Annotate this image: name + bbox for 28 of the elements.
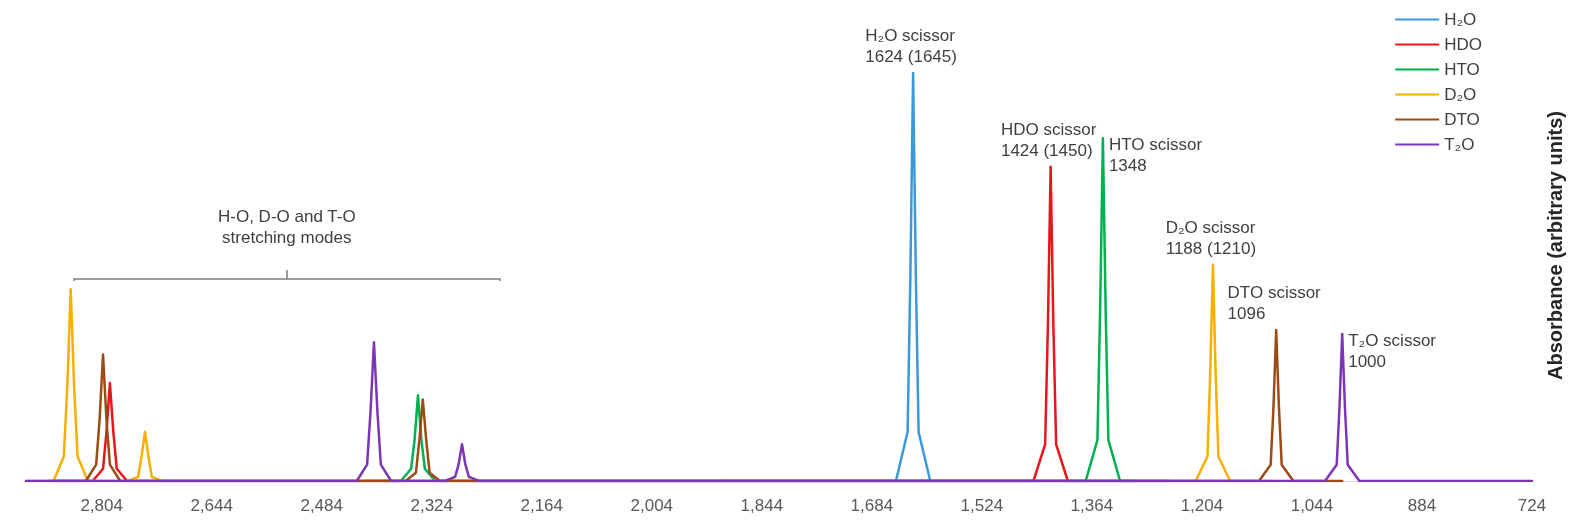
annotation: H₂O scissor 1624 (1645) xyxy=(865,25,957,67)
y-axis-title: Absorbance (arbitrary units) xyxy=(1543,110,1567,380)
x-tick-label: 2,484 xyxy=(300,496,343,515)
annotation: HTO scissor 1348 xyxy=(1108,134,1203,177)
x-tick-label: 2,004 xyxy=(630,496,674,515)
x-tick-label: 1,844 xyxy=(740,496,784,515)
legend-label: H₂O xyxy=(1444,10,1477,29)
annotation: D₂O scissor 1188 (1210) xyxy=(1165,216,1257,259)
annotation: T₂O scissor 1000 xyxy=(1348,330,1437,373)
x-tick-label: 724 xyxy=(1517,496,1547,515)
annotation: H-O, D-O and T-O stretching modes xyxy=(218,206,356,248)
x-tick-label: 2,164 xyxy=(520,496,564,515)
x-tick-label: 1,044 xyxy=(1290,496,1334,515)
legend-label: D₂O xyxy=(1444,85,1477,104)
x-tick-label: 884 xyxy=(1407,496,1437,515)
legend-label: DTO xyxy=(1444,110,1480,129)
x-tick-label: 2,324 xyxy=(410,496,453,515)
x-tick-label: 1,684 xyxy=(850,496,894,515)
x-tick-label: 2,804 xyxy=(80,496,123,515)
legend-label: T₂O xyxy=(1444,135,1475,154)
annotation: HDO scissor 1424 (1450) xyxy=(1000,118,1097,161)
x-tick-label: 1,364 xyxy=(1070,496,1114,515)
x-tick-label: 1,524 xyxy=(960,496,1004,515)
annotation: DTO scissor 1096 xyxy=(1227,282,1321,325)
x-tick-label: 1,204 xyxy=(1180,496,1224,515)
legend-label: HTO xyxy=(1444,60,1480,79)
legend-label: HDO xyxy=(1444,35,1482,54)
x-tick-label: 2,644 xyxy=(190,496,233,515)
